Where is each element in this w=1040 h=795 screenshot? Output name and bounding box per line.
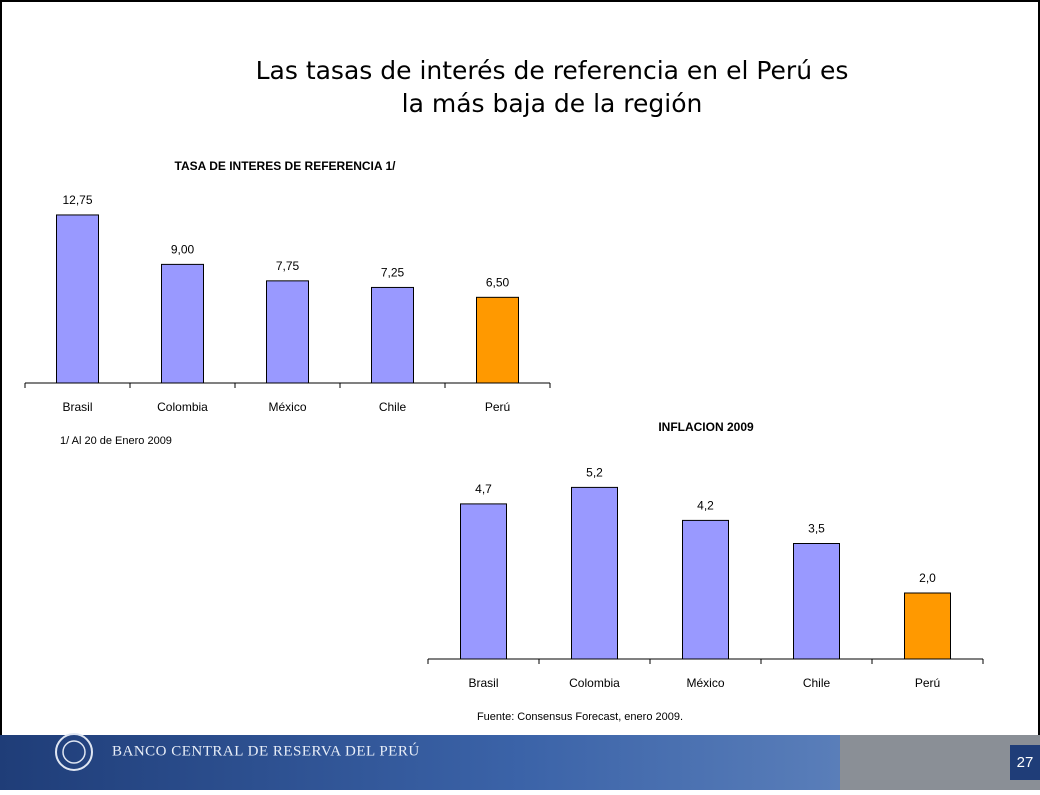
x-tick-label: Colombia bbox=[569, 676, 620, 690]
value-label: 2,0 bbox=[919, 571, 936, 585]
bar bbox=[904, 592, 951, 660]
value-label: 7,25 bbox=[381, 266, 405, 280]
footer-text: BANCO CENTRAL DE RESERVA DEL PERÚ bbox=[112, 742, 420, 759]
page-number-box bbox=[1010, 745, 1040, 780]
x-tick-label: Brasil bbox=[468, 676, 498, 690]
footer-photo bbox=[840, 735, 1040, 790]
bar bbox=[56, 214, 99, 384]
chart-note: 1/ Al 20 de Enero 2009 bbox=[60, 435, 172, 447]
chart-title: INFLACION 2009 bbox=[658, 420, 754, 434]
bar bbox=[571, 486, 618, 660]
logo bbox=[62, 740, 86, 764]
value-label: 5,2 bbox=[586, 466, 603, 480]
bar bbox=[476, 296, 519, 384]
chart-title: TASA DE INTERES DE REFERENCIA 1/ bbox=[175, 159, 397, 173]
bar bbox=[793, 543, 840, 660]
x-tick-label: Chile bbox=[379, 400, 407, 414]
chart-note: Fuente: Consensus Forecast, enero 2009. bbox=[477, 711, 683, 723]
value-label: 6,50 bbox=[486, 276, 510, 290]
logo bbox=[55, 733, 93, 771]
value-label: 3,5 bbox=[808, 522, 825, 536]
x-tick-label: México bbox=[686, 676, 724, 690]
slide-title: Las tasas de interés de referencia en el… bbox=[256, 56, 849, 85]
value-label: 4,7 bbox=[475, 482, 492, 496]
x-tick-label: Perú bbox=[915, 676, 940, 690]
slide-title: la más baja de la región bbox=[402, 89, 703, 118]
bar bbox=[371, 286, 414, 384]
x-tick-label: Brasil bbox=[62, 400, 92, 414]
value-label: 7,75 bbox=[276, 259, 300, 273]
x-tick-label: Colombia bbox=[157, 400, 208, 414]
x-tick-label: Perú bbox=[485, 400, 510, 414]
value-label: 12,75 bbox=[62, 193, 92, 207]
bar bbox=[682, 519, 729, 660]
bar bbox=[161, 263, 204, 384]
bar bbox=[266, 280, 309, 384]
value-label: 9,00 bbox=[171, 243, 195, 257]
page-number: 27 bbox=[1017, 754, 1034, 771]
x-tick-label: México bbox=[268, 400, 306, 414]
bar bbox=[460, 503, 507, 660]
value-label: 4,2 bbox=[697, 499, 714, 513]
x-tick-label: Chile bbox=[803, 676, 831, 690]
